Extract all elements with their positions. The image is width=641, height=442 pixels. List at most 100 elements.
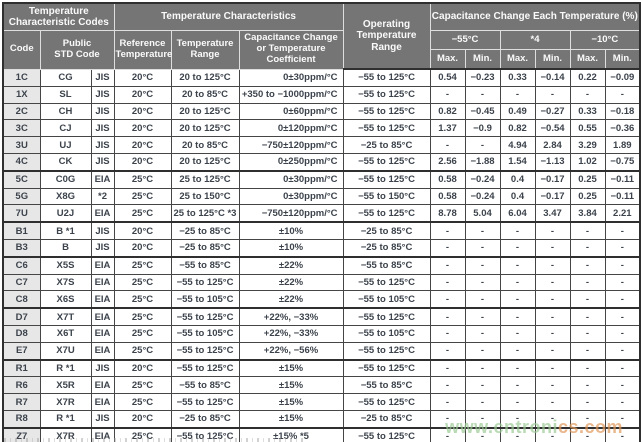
cell-cap-change-value: 4.94 — [499, 136, 536, 154]
cell-cap-change-value: - — [499, 393, 536, 411]
cell-operating-range: −55 to 125°C — [342, 341, 431, 361]
cell-public-std-code: X5R — [39, 376, 92, 395]
header-band-columns: Code Public STD Code Reference Temperatu… — [2, 30, 641, 70]
cell-cap-change-value: - — [464, 238, 501, 258]
cell-public-std-code: X8G — [39, 187, 92, 206]
cell-std-org: EIA — [90, 255, 115, 275]
cell-public-std-code: CG — [39, 68, 92, 87]
cell-cap-change-value: - — [569, 358, 606, 378]
table-body: 1C CG JIS 20°C 20 to 125°C 0±30ppm/°C −55 to 1… — [2, 68, 641, 442]
cell-std-org: JIS — [90, 136, 115, 154]
cell-std-org: JIS — [90, 409, 115, 429]
table-row: D7 X7T EIA 25°C −55 to 125°C +22%, −33% −55 to… — [2, 307, 641, 326]
cell-code: 2C — [2, 102, 41, 121]
cell-operating-range: −55 to 125°C — [342, 426, 431, 442]
cell-cap-change-value: - — [534, 255, 571, 275]
cell-cap-change-value: 5.04 — [464, 204, 501, 223]
cell-cap-change-value: 0.49 — [499, 102, 536, 121]
cell-cap-change-coeff: ±22% — [238, 273, 344, 292]
cell-public-std-code: UJ — [39, 136, 92, 154]
table-row: R6 X5R EIA 25°C −55 to 85°C ±15% −55 to 85°C - -… — [2, 376, 641, 395]
cell-std-org: JIS — [90, 238, 115, 258]
cell-cap-change-value: 3.84 — [569, 204, 606, 223]
cell-cap-change-value: −0.11 — [604, 169, 641, 189]
table-row: 3C CJ JIS 20°C 20 to 125°C 0±120ppm/°C −55 to … — [2, 119, 641, 138]
cell-cap-change-value: 0.33 — [569, 102, 606, 121]
cell-cap-change-value: - — [499, 273, 536, 292]
table-row: 7U U2J EIA 25°C 25 to 125°C *3 −750±120ppm/°C… — [2, 204, 641, 223]
header-group-codes: Temperature Characteristic Codes — [2, 2, 115, 31]
cell-cap-change-value: - — [499, 341, 536, 361]
header-min-star4: Min. — [534, 49, 571, 70]
cell-reference-temp: 25°C — [113, 393, 172, 411]
cell-public-std-code: X7R — [39, 393, 92, 411]
cell-code: B1 — [2, 221, 41, 240]
cell-temp-range: 20 to 125°C — [170, 68, 240, 87]
cell-std-org: JIS — [90, 85, 115, 104]
cell-cap-change-value: - — [429, 409, 466, 429]
header-operating-range: Operating Temperature Range — [342, 2, 431, 70]
cell-cap-change-value: −0.45 — [464, 102, 501, 121]
cell-cap-change-value: - — [604, 341, 641, 361]
cell-public-std-code: U2J — [39, 204, 92, 223]
cell-cap-change-value: - — [499, 221, 536, 240]
cell-temp-range: −55 to 85°C — [170, 255, 240, 275]
cell-cap-change-value: - — [569, 238, 606, 258]
cell-cap-change-value: - — [569, 376, 606, 395]
cell-cap-change-value: - — [464, 341, 501, 361]
cell-code: 5C — [2, 169, 41, 189]
cell-reference-temp: 20°C — [113, 119, 172, 138]
header-temp-star4: *4 — [499, 30, 571, 50]
cell-operating-range: −55 to 125°C — [342, 85, 431, 104]
header-col-code: Code — [2, 30, 41, 70]
cell-operating-range: −25 to 85°C — [342, 238, 431, 258]
cell-cap-change-value: - — [499, 358, 536, 378]
cell-temp-range: 20 to 125°C — [170, 152, 240, 172]
cell-cap-change-value: 0.33 — [499, 68, 536, 87]
header-min-minus55: Min. — [464, 49, 501, 70]
cell-reference-temp: 25°C — [113, 307, 172, 326]
cell-cap-change-value: - — [534, 273, 571, 292]
cell-std-org: JIS — [90, 119, 115, 138]
cell-cap-change-value: - — [499, 376, 536, 395]
table-row: R8 R *1 JIS 20°C −25 to 85°C ±15% −25 to 85°C -… — [2, 409, 641, 429]
cell-std-org: EIA — [90, 307, 115, 326]
cell-cap-change-value: - — [429, 85, 466, 104]
cell-public-std-code: B *1 — [39, 221, 92, 240]
header-group-characteristics: Temperature Characteristics — [113, 2, 344, 31]
cell-cap-change-value: 0.82 — [429, 102, 466, 121]
cell-temp-range: −25 to 85°C — [170, 221, 240, 240]
cell-temp-range: 25 to 125°C — [170, 169, 240, 189]
header-max-star4: Max. — [499, 49, 536, 70]
cell-reference-temp: 25°C — [113, 169, 172, 189]
cell-cap-change-value: −0.54 — [534, 119, 571, 138]
header-min-minus10: Min. — [604, 49, 641, 70]
cell-public-std-code: X7S — [39, 273, 92, 292]
cell-cap-change-value: - — [429, 376, 466, 395]
table-row: 5C C0G EIA 25°C 25 to 125°C 0±30ppm/°C −55 to … — [2, 169, 641, 189]
cell-code: 7U — [2, 204, 41, 223]
cell-temp-range: −25 to 85°C — [170, 238, 240, 258]
cell-cap-change-value: - — [499, 409, 536, 429]
cell-cap-change-coeff: 0±250ppm/°C — [238, 152, 344, 172]
table-row: 5G X8G *2 25°C 25 to 150°C 0±30ppm/°C −55 to 1… — [2, 187, 641, 206]
header-max-minus10: Max. — [569, 49, 606, 70]
cell-cap-change-coeff: ±15% *5 — [238, 426, 344, 442]
header-band-maxmin: Max. Min. Max. Min. Max. Min. — [3, 49, 641, 70]
table-row: B1 B *1 JIS 20°C −25 to 85°C ±10% −25 to 85°C -… — [2, 221, 641, 240]
cell-cap-change-value: - — [569, 221, 606, 240]
cell-cap-change-value: 0.25 — [569, 169, 606, 189]
cell-std-org: EIA — [90, 273, 115, 292]
cell-cap-change-value: - — [429, 426, 466, 442]
header-col-public-std: Public STD Code — [39, 30, 115, 70]
cell-operating-range: −55 to 85°C — [342, 255, 431, 275]
cell-reference-temp: 25°C — [113, 324, 172, 343]
cell-cap-change-coeff: ±22% — [238, 255, 344, 275]
cell-cap-change-value: - — [569, 426, 606, 442]
cell-cap-change-value: - — [429, 136, 466, 154]
cell-cap-change-coeff: ±10% — [238, 238, 344, 258]
cell-temp-range: −25 to 85°C — [170, 409, 240, 429]
cell-cap-change-value: - — [464, 136, 501, 154]
